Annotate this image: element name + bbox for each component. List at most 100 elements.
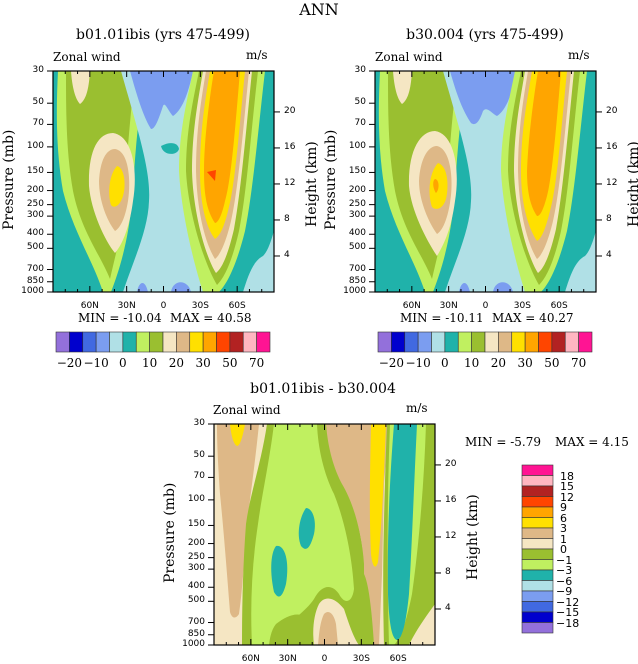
colorbar-box — [521, 569, 554, 581]
colorbar-label: 30 — [517, 356, 533, 370]
colorbar-box — [521, 506, 554, 518]
colorbar-box — [498, 331, 513, 353]
y-tick-label: 250 — [348, 198, 366, 209]
contour-fill-lightblue — [565, 231, 596, 292]
colorbar-label: 15 — [560, 480, 574, 493]
contour-fill-beige — [71, 71, 90, 104]
y-axis-label: Pressure (mb) — [323, 129, 339, 230]
colorbar-box — [521, 527, 554, 539]
colorbar-label: −18 — [556, 616, 580, 630]
y-tick-label: 1000 — [182, 639, 205, 649]
contour-fill-yellow — [230, 424, 245, 446]
y-tick-label: 200 — [348, 184, 366, 195]
contour-fill-blue — [450, 71, 517, 125]
y-tick-label: 70 — [193, 471, 205, 482]
colorbar-box — [417, 331, 432, 353]
y-tick-label: 30 — [354, 65, 366, 75]
panel1-colorbar — [55, 331, 271, 353]
colorbar-box — [69, 331, 84, 353]
colorbar-box — [229, 331, 244, 353]
y-tick-label: 100 — [187, 493, 205, 504]
colorbar-box — [471, 331, 486, 353]
colorbar-label: −20 — [378, 356, 405, 370]
colorbar-label: 10 — [463, 356, 480, 370]
y-tick-label: 100 — [26, 140, 44, 151]
y2-axis-label: Height (km) — [465, 493, 481, 580]
colorbar-box — [202, 331, 217, 353]
y-tick-label: 1000 — [343, 286, 366, 296]
contour-fill-teal — [298, 508, 315, 549]
panel3-zonal-wind-label: Zonal wind — [213, 403, 281, 417]
colorbar-box — [242, 331, 257, 353]
colorbar-label: 9 — [560, 501, 567, 514]
panel1-zonal-wind-label: Zonal wind — [53, 50, 121, 64]
colorbar-box — [521, 538, 554, 550]
x-tick-label: 30N — [439, 301, 458, 311]
y2-tick-label: 20 — [284, 105, 296, 116]
colorbar-label: 30 — [195, 356, 211, 370]
colorbar-label: 20 — [490, 356, 507, 370]
x-tick-label: 0 — [321, 654, 328, 664]
y-tick-label: 850 — [187, 628, 205, 639]
colorbar-box — [521, 464, 554, 476]
colorbar-label: 70 — [248, 356, 265, 370]
x-tick-label: 60N — [402, 301, 421, 311]
panel1-contour-plot — [47, 70, 280, 293]
y2-tick-label: 12 — [606, 177, 618, 188]
y-tick-label: 400 — [348, 228, 366, 239]
contour-fill-lightblue — [243, 231, 274, 292]
colorbar-box — [524, 331, 539, 353]
colorbar-label: −9 — [556, 585, 573, 598]
colorbar-box — [444, 331, 459, 353]
y2-tick-label: 16 — [606, 141, 618, 152]
y-tick-label: 500 — [187, 595, 205, 606]
y2-tick-label: 4 — [606, 249, 612, 260]
y-tick-label: 700 — [26, 263, 44, 274]
colorbar-label: −10 — [83, 356, 109, 370]
colorbar-box — [521, 601, 554, 613]
contour-fill-blue — [130, 71, 193, 129]
x-tick-label: 60S — [228, 301, 246, 311]
contour-fill-olive — [360, 574, 374, 645]
contour-fill-beige — [414, 614, 435, 645]
y-tick-label: 200 — [187, 537, 205, 548]
y-tick-label: 150 — [26, 166, 44, 177]
x-tick-label: 30S — [191, 301, 209, 311]
y-tick-label: 200 — [26, 184, 44, 195]
x-tick-label: 60S — [389, 654, 407, 664]
y-tick-label: 30 — [32, 65, 44, 75]
colorbar-label: −20 — [56, 356, 83, 370]
y-tick-label: 700 — [187, 616, 205, 627]
colorbar-label: −6 — [556, 574, 573, 588]
panel3-min-label: MIN = -5.79 — [465, 435, 541, 449]
colorbar-box — [216, 331, 231, 353]
panel3-colorbar — [521, 464, 554, 634]
colorbar-label: 12 — [560, 490, 574, 504]
y-axis-label: Pressure (mb) — [162, 482, 178, 583]
y-tick-label: 150 — [187, 519, 205, 530]
colorbar-box — [578, 331, 593, 353]
colorbar-label: −1 — [556, 553, 573, 567]
x-tick-label: 30N — [117, 301, 136, 311]
contour-fill-teal — [161, 143, 179, 154]
colorbar-label: 10 — [141, 356, 158, 370]
colorbar-label: −3 — [556, 564, 573, 577]
y-tick-label: 50 — [193, 450, 205, 461]
y2-tick-label: 4 — [284, 249, 290, 260]
colorbar-label: 18 — [560, 469, 574, 483]
y2-tick-label: 16 — [445, 494, 457, 505]
panel1-units-label: m/s — [246, 48, 268, 62]
y2-tick-label: 20 — [606, 105, 618, 116]
x-tick-label: 60N — [241, 654, 260, 664]
panel2-zonal-wind-label: Zonal wind — [375, 50, 443, 64]
y-tick-label: 250 — [187, 551, 205, 562]
colorbar-label: 50 — [544, 356, 560, 370]
x-tick-label: 60S — [550, 301, 568, 311]
colorbar-box — [521, 485, 554, 497]
colorbar-label: 20 — [168, 356, 185, 370]
colorbar-label: −10 — [405, 356, 431, 370]
y2-axis-label: Height (km) — [626, 140, 638, 227]
y2-axis-label: Height (km) — [304, 140, 320, 227]
y-tick-label: 400 — [26, 228, 44, 239]
colorbar-box — [391, 331, 406, 353]
